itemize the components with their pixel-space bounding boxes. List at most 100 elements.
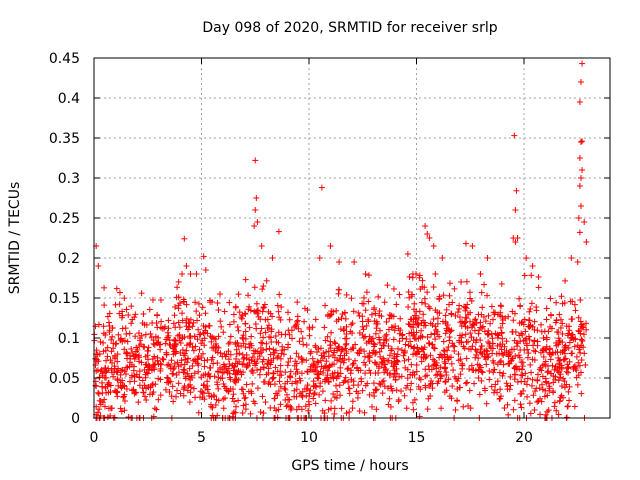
- data-point: [98, 366, 105, 373]
- data-point: [190, 347, 197, 354]
- data-point: [583, 320, 590, 327]
- data-point: [107, 357, 114, 364]
- data-point: [421, 295, 428, 302]
- data-point: [162, 340, 169, 347]
- data-point: [260, 305, 267, 312]
- data-point: [242, 394, 249, 401]
- data-point: [428, 331, 435, 338]
- data-point: [104, 353, 111, 360]
- data-point: [522, 328, 529, 335]
- data-point: [121, 398, 128, 405]
- data-point: [349, 398, 356, 405]
- data-point: [477, 271, 484, 277]
- data-point: [401, 392, 408, 399]
- data-point: [125, 414, 132, 421]
- data-point: [116, 289, 123, 296]
- data-point: [525, 333, 532, 340]
- data-point: [553, 317, 560, 324]
- data-point: [149, 320, 156, 327]
- data-point: [539, 373, 546, 380]
- data-point: [413, 362, 420, 369]
- data-point: [411, 306, 418, 313]
- data-point: [563, 381, 570, 388]
- data-point: [561, 299, 568, 306]
- data-point: [524, 354, 531, 361]
- data-point: [192, 299, 199, 306]
- data-point: [263, 340, 270, 347]
- data-point: [331, 339, 338, 346]
- data-point: [565, 344, 572, 351]
- data-point: [229, 395, 236, 402]
- data-point: [286, 331, 293, 338]
- data-point: [259, 308, 266, 315]
- data-point: [365, 272, 372, 279]
- data-point: [486, 376, 493, 383]
- data-point: [531, 406, 538, 413]
- data-point: [514, 343, 521, 350]
- data-point: [493, 350, 500, 357]
- data-point: [222, 353, 229, 360]
- data-point: [505, 411, 512, 418]
- data-point: [225, 388, 232, 395]
- data-point: [485, 353, 492, 360]
- data-point: [418, 299, 425, 306]
- data-point: [358, 375, 365, 382]
- data-point: [135, 354, 142, 361]
- data-point: [359, 313, 366, 320]
- data-point: [155, 396, 162, 403]
- data-point: [542, 411, 549, 418]
- data-point: [227, 333, 234, 340]
- data-point: [344, 366, 351, 373]
- data-point: [195, 409, 202, 416]
- data-point: [413, 350, 420, 357]
- data-point: [121, 346, 128, 353]
- data-point: [235, 291, 242, 298]
- data-point: [230, 311, 237, 318]
- data-point: [242, 276, 249, 283]
- data-point: [417, 386, 424, 393]
- data-point: [360, 359, 367, 366]
- data-point: [518, 404, 525, 411]
- data-point: [539, 381, 546, 388]
- data-point: [167, 362, 174, 369]
- data-point: [547, 311, 554, 318]
- data-point: [282, 331, 289, 338]
- data-point: [220, 405, 227, 412]
- data-point: [241, 395, 248, 402]
- data-point: [490, 316, 497, 323]
- data-point: [182, 375, 189, 382]
- data-point: [547, 295, 554, 302]
- data-point: [232, 371, 239, 378]
- data-point: [557, 316, 564, 323]
- data-point: [206, 297, 213, 304]
- data-point: [158, 318, 165, 325]
- data-point: [208, 356, 215, 363]
- data-point: [359, 387, 366, 394]
- data-point: [293, 350, 300, 357]
- data-point: [350, 360, 357, 367]
- chart-title: Day 098 of 2020, SRMTID for receiver srl…: [202, 20, 497, 36]
- data-point: [295, 353, 302, 360]
- data-point: [220, 396, 227, 403]
- data-point: [414, 344, 421, 351]
- data-point: [557, 371, 564, 378]
- data-point: [497, 324, 504, 331]
- data-point: [442, 330, 449, 337]
- data-point: [376, 348, 383, 355]
- data-point: [349, 320, 356, 327]
- data-point: [477, 337, 484, 344]
- data-point: [520, 387, 527, 394]
- data-point: [261, 378, 268, 385]
- data-point: [278, 372, 285, 379]
- data-point: [430, 284, 437, 291]
- data-point: [307, 387, 314, 394]
- data-point: [231, 398, 238, 405]
- data-point: [507, 382, 514, 389]
- data-point: [260, 364, 267, 371]
- data-point: [259, 340, 266, 347]
- data-point: [445, 343, 452, 350]
- data-point: [422, 300, 429, 307]
- data-point: [563, 368, 570, 375]
- data-point: [96, 350, 103, 357]
- data-point: [242, 320, 249, 327]
